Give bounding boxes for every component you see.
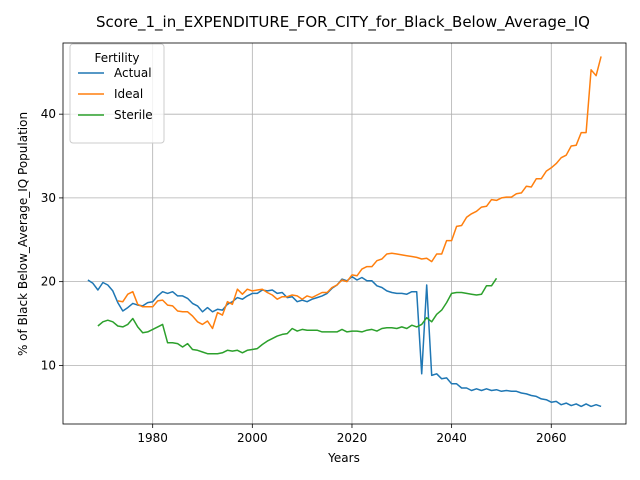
y-tick-label: 30 bbox=[41, 191, 56, 205]
legend-label-ideal: Ideal bbox=[114, 87, 143, 101]
grid bbox=[63, 43, 626, 424]
plot-frame bbox=[62, 42, 627, 425]
series-line-sterile bbox=[97, 277, 498, 355]
y-tick-label: 10 bbox=[41, 358, 56, 372]
series-line-ideal bbox=[117, 56, 602, 330]
x-tick-label: 1980 bbox=[137, 431, 168, 445]
x-tick-label: 2000 bbox=[237, 431, 268, 445]
chart-title: Score_1_in_EXPENDITURE_FOR_CITY_for_Blac… bbox=[96, 13, 590, 32]
series-lines bbox=[87, 56, 602, 408]
series-line-actual bbox=[87, 275, 602, 408]
legend-label-actual: Actual bbox=[114, 66, 152, 80]
legend: Fertility Actual Ideal Sterile bbox=[69, 43, 165, 144]
x-axis-ticks: 1980 2000 2020 2040 2060 bbox=[137, 424, 567, 445]
y-axis-label: % of Black Below_Average_IQ Population bbox=[16, 112, 30, 356]
x-tick-label: 2040 bbox=[436, 431, 467, 445]
y-tick-label: 40 bbox=[41, 107, 56, 121]
legend-title: Fertility bbox=[94, 51, 139, 65]
legend-items: Actual Ideal Sterile bbox=[78, 66, 153, 122]
y-tick-label: 20 bbox=[41, 275, 56, 289]
y-axis-ticks: 10 20 30 40 bbox=[41, 107, 63, 372]
legend-label-sterile: Sterile bbox=[114, 108, 153, 122]
x-tick-label: 2020 bbox=[337, 431, 368, 445]
x-tick-label: 2060 bbox=[536, 431, 567, 445]
x-axis-label: Years bbox=[327, 451, 360, 465]
legend-box bbox=[69, 43, 165, 144]
